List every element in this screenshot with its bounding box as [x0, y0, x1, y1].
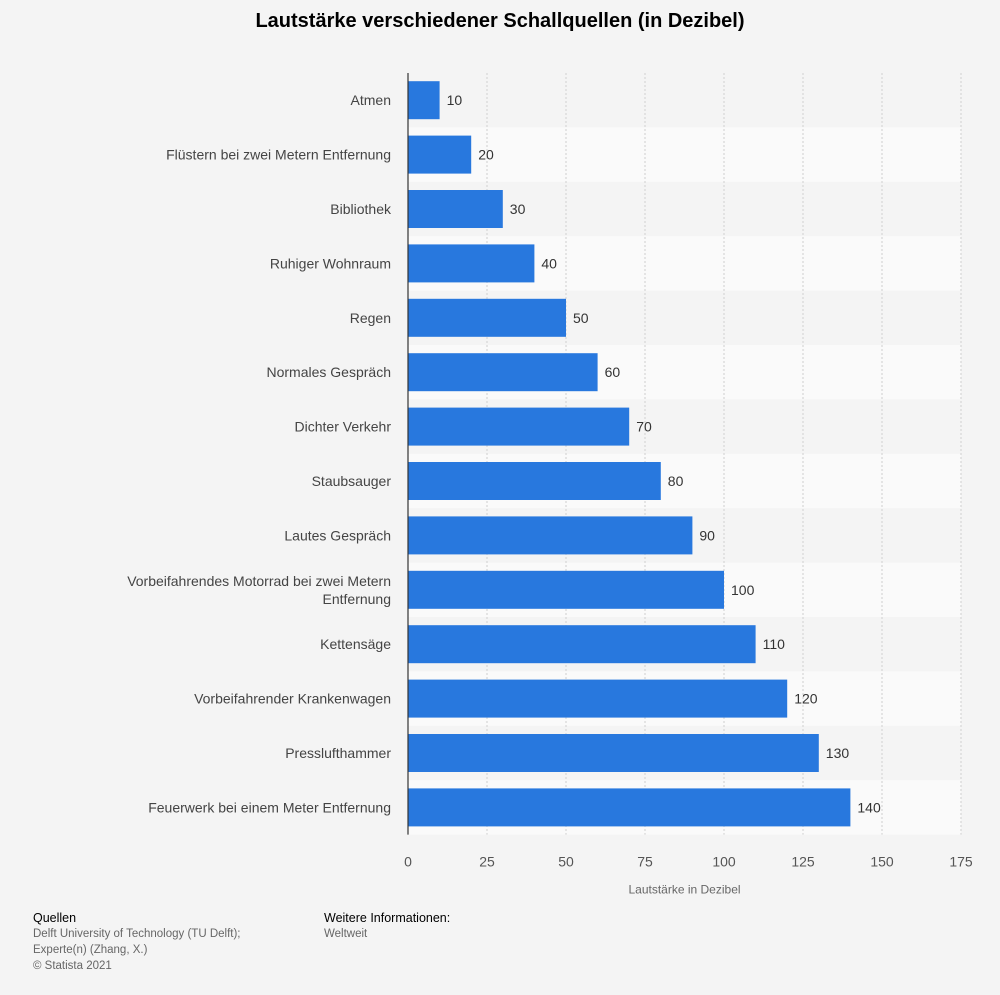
bar: [408, 298, 566, 337]
bar: [408, 625, 756, 664]
category-label: Kettensäge: [320, 636, 391, 652]
x-axis-label: Lautstärke in Dezibel: [628, 883, 740, 897]
category-label: Normales Gespräch: [267, 364, 392, 380]
row-band: [408, 127, 961, 182]
bar: [408, 190, 503, 228]
category-label: Lautes Gespräch: [284, 527, 391, 543]
value-label: 60: [605, 364, 621, 380]
category-label: Feuerwerk bei einem Meter Entfernung: [148, 799, 391, 815]
value-label: 130: [826, 745, 850, 761]
x-tick-label: 100: [712, 854, 736, 870]
copyright-line: © Statista 2021: [33, 960, 112, 972]
category-label: Presslufthammer: [285, 745, 391, 761]
sources-line: Delft University of Technology (TU Delft…: [33, 928, 241, 940]
value-label: 80: [668, 473, 684, 489]
x-tick-label: 125: [791, 854, 815, 870]
value-label: 110: [763, 636, 786, 652]
value-label: 20: [478, 147, 494, 163]
category-label: Bibliothek: [330, 201, 392, 217]
info-heading: Weitere Informationen:: [324, 911, 451, 925]
sources-block: Quellen Delft University of Technology (…: [33, 910, 241, 974]
category-label: Ruhiger Wohnraum: [270, 255, 391, 271]
bar: [408, 353, 598, 392]
bar: [408, 244, 535, 283]
category-label: Dichter Verkehr: [295, 419, 392, 435]
info-block: Weitere Informationen: Weltweit: [324, 910, 450, 942]
category-label: Atmen: [351, 92, 391, 108]
value-label: 100: [731, 582, 755, 598]
x-tick-label: 50: [558, 854, 574, 870]
category-label: Regen: [350, 310, 391, 326]
bar: [408, 81, 440, 120]
value-label: 50: [573, 310, 589, 326]
value-label: 70: [636, 419, 652, 435]
bar: [408, 788, 851, 827]
category-label: Vorbeifahrendes Motorrad bei zwei Metern…: [127, 573, 391, 607]
chart-title: Lautstärke verschiedener Schallquellen (…: [255, 10, 745, 32]
bar: [408, 407, 630, 446]
bar: [408, 679, 788, 718]
bar-chart: 10 Atmen 20 Flüstern bei zwei Metern Entfer…: [127, 73, 973, 897]
bar: [408, 734, 819, 772]
bar: [408, 135, 472, 174]
sources-heading: Quellen: [33, 911, 77, 925]
value-label: 40: [541, 255, 557, 271]
info-line: Weltweit: [324, 928, 368, 940]
bar: [408, 462, 661, 500]
x-tick-label: 75: [637, 854, 653, 870]
bar: [408, 516, 693, 555]
value-label: 30: [510, 201, 526, 217]
category-label: Staubsauger: [312, 473, 392, 489]
x-tick-label: 150: [870, 854, 894, 870]
category-label: Flüstern bei zwei Metern Entfernung: [166, 147, 391, 163]
value-label: 10: [447, 92, 463, 108]
value-label: 120: [794, 691, 818, 707]
value-label: 140: [857, 799, 881, 815]
category-label: Vorbeifahrender Krankenwagen: [194, 691, 391, 707]
x-tick-label: 175: [949, 854, 973, 870]
x-tick-label: 25: [479, 854, 495, 870]
value-label: 90: [699, 527, 715, 543]
x-tick-label: 0: [404, 854, 412, 870]
sources-line: Experte(n) (Zhang, X.): [33, 944, 148, 956]
bar: [408, 570, 724, 609]
